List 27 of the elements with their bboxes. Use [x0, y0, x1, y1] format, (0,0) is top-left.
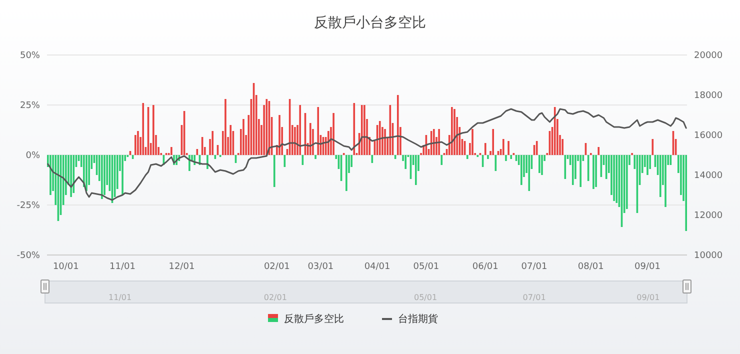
- chart-title: 反散戶小台多空比: [314, 15, 426, 31]
- x-tick-label: 03/01: [308, 262, 334, 272]
- x-tick-label: 02/01: [264, 262, 290, 272]
- y2-tick-label: 10000: [694, 251, 723, 262]
- x-tick-label: 07/01: [521, 262, 548, 272]
- y-tick-label: 0%: [26, 151, 40, 162]
- line-series: [47, 108, 687, 201]
- y2-tick-label: 14000: [694, 171, 723, 182]
- range-slider: 11/01 02/01 05/01 07/01 09/01: [40, 280, 692, 304]
- y2-tick-label: 20000: [694, 51, 723, 62]
- x-tick-label: 04/01: [364, 262, 390, 272]
- y2-tick-label: 12000: [694, 211, 723, 222]
- y-tick-label: -25%: [16, 201, 40, 212]
- x-tick-label: 09/01: [634, 262, 660, 272]
- x-tick-label: 08/01: [578, 262, 604, 272]
- legend-label: 台指期貨: [398, 313, 438, 325]
- y-tick-label: -50%: [16, 251, 40, 262]
- legend-label: 反散戶多空比: [284, 313, 344, 325]
- x-tick-label: 06/01: [472, 262, 498, 272]
- x-tick-label: 05/01: [413, 262, 440, 272]
- x-tick-label: 12/01: [168, 262, 195, 272]
- y-tick-label: 50%: [20, 51, 40, 62]
- x-tick-label: 10/01: [52, 262, 79, 272]
- y-tick-label: 25%: [20, 101, 40, 112]
- y2-tick-label: 18000: [694, 91, 723, 102]
- x-tick-label: 11/01: [110, 262, 136, 272]
- y2-tick-label: 16000: [694, 131, 723, 142]
